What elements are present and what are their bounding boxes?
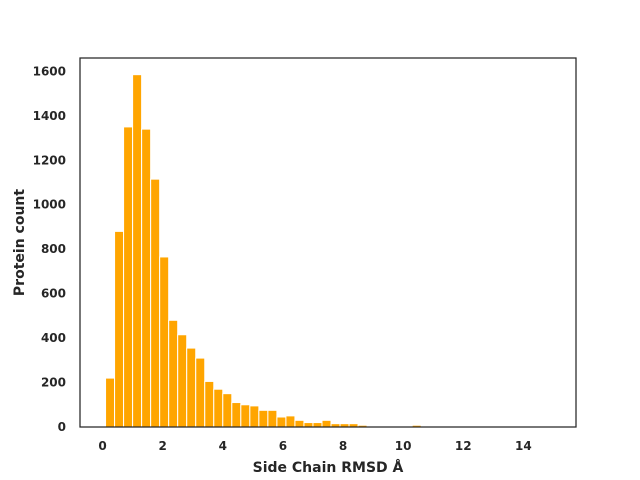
x-tick-label: 14 (515, 439, 532, 453)
x-tick-label: 0 (98, 439, 106, 453)
histogram-bar (159, 256, 170, 428)
histogram-bar (240, 404, 251, 428)
x-tick-label: 10 (395, 439, 412, 453)
x-tick-label: 8 (339, 439, 347, 453)
histogram-bar (294, 419, 305, 428)
histogram-bar (213, 388, 224, 428)
y-tick-label: 1400 (33, 109, 66, 123)
histogram-bar (222, 393, 233, 428)
histogram-bar (150, 178, 161, 428)
bars-group (105, 74, 422, 428)
histogram-bar (204, 380, 215, 428)
histogram-bar (123, 126, 134, 428)
histogram-bar (186, 347, 197, 428)
histogram-bar (276, 416, 287, 428)
y-tick-label: 1200 (33, 153, 66, 167)
histogram-bar (249, 405, 260, 428)
y-tick-label: 600 (41, 287, 66, 301)
x-tick-label: 4 (219, 439, 227, 453)
histogram-bar (177, 334, 188, 428)
histogram-bar (168, 319, 179, 428)
histogram-bar (267, 409, 278, 428)
histogram-bar (321, 419, 332, 428)
y-tick-label: 400 (41, 331, 66, 345)
y-tick-label: 800 (41, 242, 66, 256)
x-tick-label: 2 (158, 439, 166, 453)
y-ticks: 0 200 400 600 800 1000 1200 1400 1600 (33, 64, 66, 434)
y-tick-label: 1000 (33, 198, 66, 212)
y-axis-label: Protein count (12, 189, 28, 296)
histogram-bar (132, 74, 143, 428)
histogram-bar (231, 402, 242, 428)
y-tick-label: 0 (58, 420, 66, 434)
x-ticks: 0 2 4 6 8 10 12 14 (98, 439, 531, 453)
x-axis-label: Side Chain RMSD Å (253, 459, 404, 476)
y-tick-label: 1600 (33, 64, 66, 78)
x-tick-label: 12 (455, 439, 472, 453)
histogram-bar (105, 377, 116, 428)
histogram-bar (195, 357, 206, 428)
histogram-bar (258, 409, 269, 428)
histogram-bar (141, 128, 152, 428)
plot-frame (79, 57, 577, 428)
histogram-bar (312, 422, 323, 428)
histogram-bar (303, 422, 314, 428)
x-tick-label: 6 (279, 439, 287, 453)
histogram-bar (114, 230, 125, 428)
histogram-bar (285, 415, 296, 428)
y-tick-label: 200 (41, 376, 66, 390)
